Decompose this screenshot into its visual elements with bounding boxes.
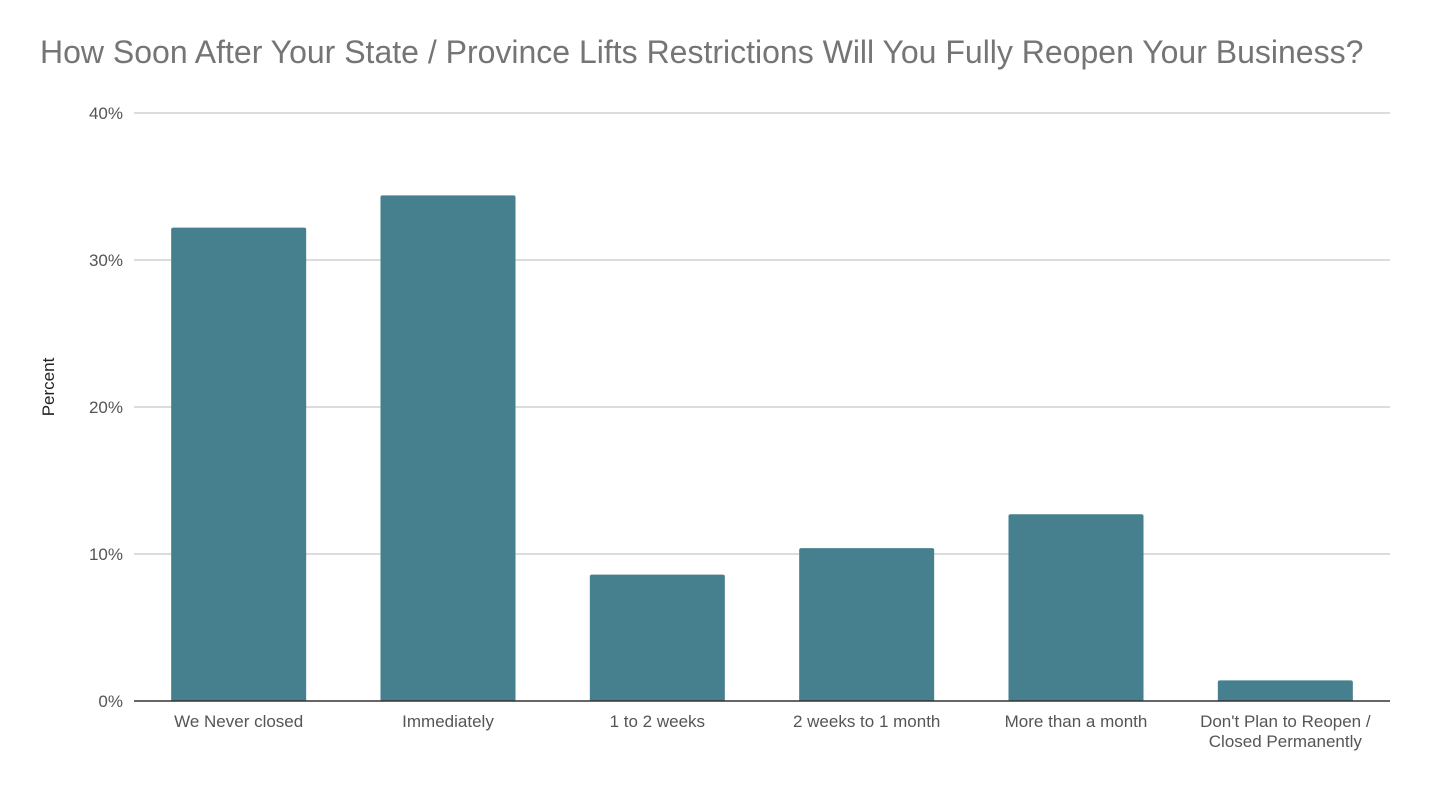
x-tick-label: 1 to 2 weeks xyxy=(610,712,705,731)
y-tick-label: 20% xyxy=(89,398,123,417)
bar xyxy=(171,227,307,701)
x-tick-label: More than a month xyxy=(1005,712,1148,731)
y-tick-label: 10% xyxy=(89,545,123,564)
y-axis-title: Percent xyxy=(39,357,58,416)
bar xyxy=(1008,514,1144,701)
bar xyxy=(589,574,725,701)
bar xyxy=(1217,680,1353,701)
y-tick-label: 0% xyxy=(98,692,123,711)
bar xyxy=(799,548,935,701)
y-tick-label: 40% xyxy=(89,104,123,123)
labels: 0% 10% 20% 30% 40% We Never closed Immediately… xyxy=(39,104,1371,751)
x-tick-label: Don't Plan to Reopen / Closed Permanently xyxy=(1200,712,1371,751)
x-tick-label: 2 weeks to 1 month xyxy=(793,712,940,731)
x-tick-label: We Never closed xyxy=(174,712,303,731)
chart-title: How Soon After Your State / Province Lif… xyxy=(40,34,1364,70)
gridlines xyxy=(134,112,1390,555)
bars xyxy=(171,195,1353,701)
x-tick-label: Immediately xyxy=(402,712,494,731)
bar xyxy=(380,195,516,701)
y-tick-label: 30% xyxy=(89,251,123,270)
